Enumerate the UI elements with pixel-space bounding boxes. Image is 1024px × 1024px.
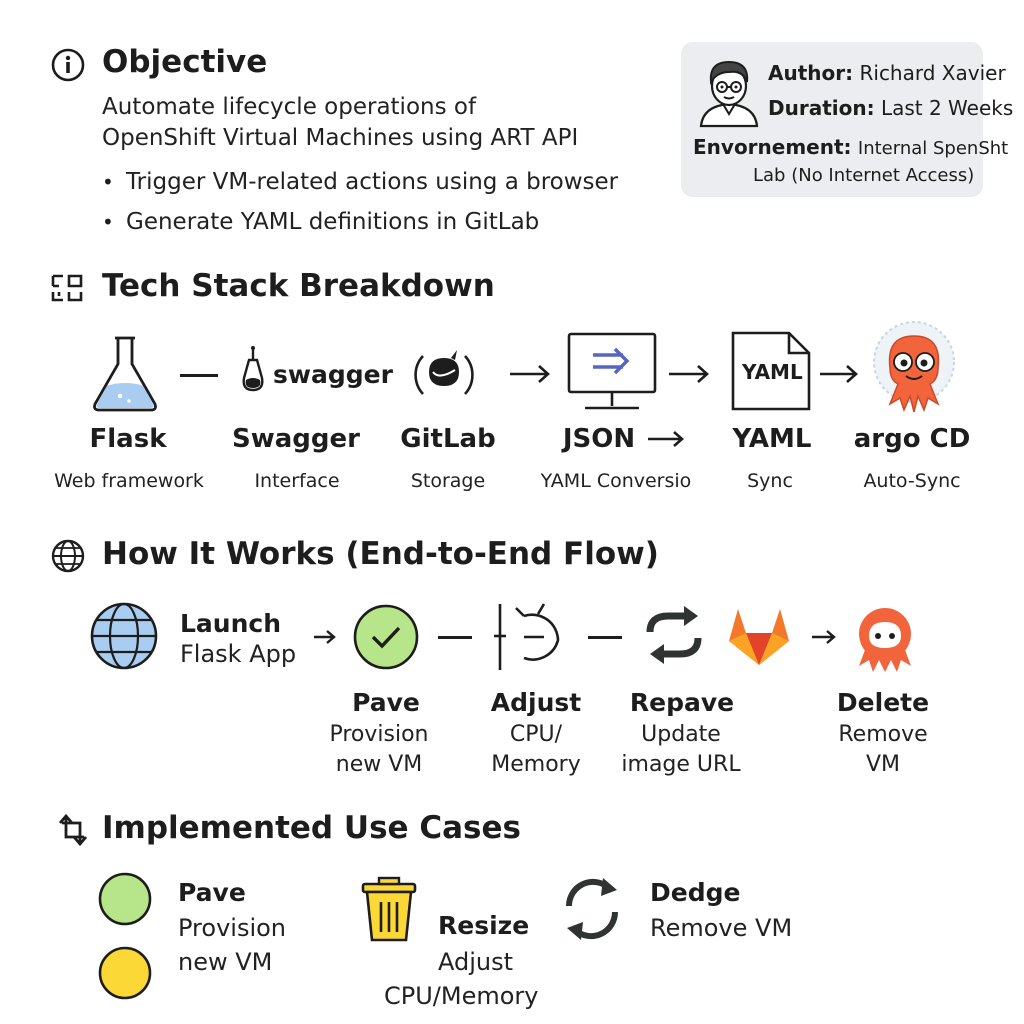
step-title-adjust: Adjust [490, 688, 582, 717]
step-desc-pave-2: new VM [335, 752, 423, 777]
author-value: Richard Xavier [859, 61, 1006, 85]
step-title-pave: Pave [352, 688, 420, 717]
step-title-delete: Delete [836, 688, 930, 717]
use-case-resize-desc-1: Adjust [438, 948, 514, 976]
bullet-dot: • [102, 170, 114, 194]
gitlab-icon [411, 342, 477, 412]
launch-title: Launch [180, 609, 282, 638]
environment-line: Envornement: Internal SpenSht [693, 135, 1008, 159]
tech-name-argo-cd: argo CD [853, 424, 971, 454]
use-case-pave-desc-1: Provision [178, 914, 287, 942]
globe-icon [51, 539, 85, 577]
objective-bullet-1: Trigger VM-related actions using a brows… [126, 169, 619, 195]
launch-desc: Flask App [180, 640, 297, 668]
tech-name-gitlab: GitLab [400, 424, 496, 454]
checkmark-icon [353, 604, 419, 674]
use-case-delete-title: Dedge [650, 878, 741, 907]
tech-name-json: JSON [562, 424, 636, 454]
yaml-document-text: YAML [742, 360, 803, 384]
duration-line: Duration: Last 2 Weeks [768, 96, 1013, 120]
step-desc-repave-2: image URL [621, 752, 741, 777]
step-desc-adjust-1: CPU/ [509, 722, 563, 747]
yaml-document-icon [731, 331, 811, 415]
browser-globe-icon [89, 601, 159, 675]
bullet-dot: • [102, 210, 114, 234]
step-desc-delete-2: VM [865, 752, 901, 777]
info-icon [51, 48, 85, 86]
author-avatar-icon [697, 56, 761, 130]
tech-name-yaml: YAML [732, 424, 812, 454]
arrow-icon [667, 364, 711, 388]
tech-desc-swagger: Interface [254, 470, 340, 492]
monitor-icon [567, 332, 657, 416]
tech-desc-gitlab: Storage [410, 470, 486, 492]
use-cases-title: Implemented Use Cases [102, 810, 521, 846]
objective-title: Objective [102, 44, 268, 80]
tech-stack-icon [50, 272, 84, 306]
arrow-icon [810, 628, 838, 650]
use-case-pave-desc-2: new VM [178, 948, 273, 976]
duration-value: Last 2 Weeks [880, 96, 1014, 120]
swagger-logo-text: swagger [273, 360, 393, 389]
swap-arrows-icon [644, 604, 704, 670]
gitlab-fox-icon [726, 605, 792, 671]
step-desc-pave-1: Provision [329, 722, 429, 747]
author-line: Author: Richard Xavier [768, 61, 1006, 85]
arrow-icon [312, 628, 338, 650]
connector-line [438, 636, 472, 639]
use-case-resize-desc-2: CPU/Memory [384, 982, 539, 1010]
argo-octopus-icon [868, 318, 960, 422]
octopus-icon [851, 604, 919, 678]
duration-label: Duration: [768, 96, 875, 120]
step-desc-delete-1: Remove [838, 722, 928, 747]
environment-label: Envornement: [693, 135, 852, 159]
tech-name-flask: Flask [89, 424, 167, 454]
flask-icon [89, 334, 161, 418]
yellow-circle-icon [98, 946, 152, 1004]
swagger-icon [238, 346, 268, 398]
use-case-delete-desc: Remove VM [650, 914, 793, 942]
step-desc-adjust-2: Memory [491, 752, 581, 777]
objective-description-line1: Automate lifecycle operations of [102, 94, 477, 120]
step-desc-repave-1: Update [641, 722, 721, 747]
green-circle-icon [98, 872, 152, 930]
use-case-pave-title: Pave [178, 878, 246, 907]
use-case-resize-title: Resize [438, 911, 530, 940]
author-label: Author: [768, 61, 854, 85]
environment-value-line2: Lab (No Internet Access) [753, 165, 975, 186]
exchange-icon [58, 813, 88, 851]
tech-desc-flask: Web framework [54, 470, 204, 492]
objective-bullet-2: Generate YAML definitions in GitLab [126, 209, 540, 235]
connector-line [588, 636, 622, 639]
tech-desc-argo-cd: Auto-Sync [863, 470, 961, 492]
tech-desc-json: YAML Conversio [540, 470, 692, 492]
tech-desc-yaml: Sync [747, 470, 793, 492]
arrow-icon [818, 364, 862, 388]
flow-title: How It Works (End-to-End Flow) [102, 536, 659, 572]
project-info-card: Author: Richard Xavier Duration: Last 2 … [681, 42, 1013, 197]
arrow-icon [646, 430, 686, 452]
tech-stack-title: Tech Stack Breakdown [102, 268, 495, 304]
adjust-icon [494, 600, 570, 676]
refresh-arrows-icon [555, 872, 629, 950]
objective-description-line2: OpenShift Virtual Machines using ART API [102, 125, 579, 151]
step-title-repave: Repave [629, 688, 735, 717]
environment-value-line1: Internal SpenSht [857, 138, 1009, 159]
tech-name-swagger: Swagger [232, 424, 360, 454]
arrow-icon [508, 364, 552, 388]
objective-section: Objective Automate lifecycle operations … [0, 0, 660, 240]
trash-can-icon [359, 876, 419, 948]
connector-line [180, 374, 218, 377]
